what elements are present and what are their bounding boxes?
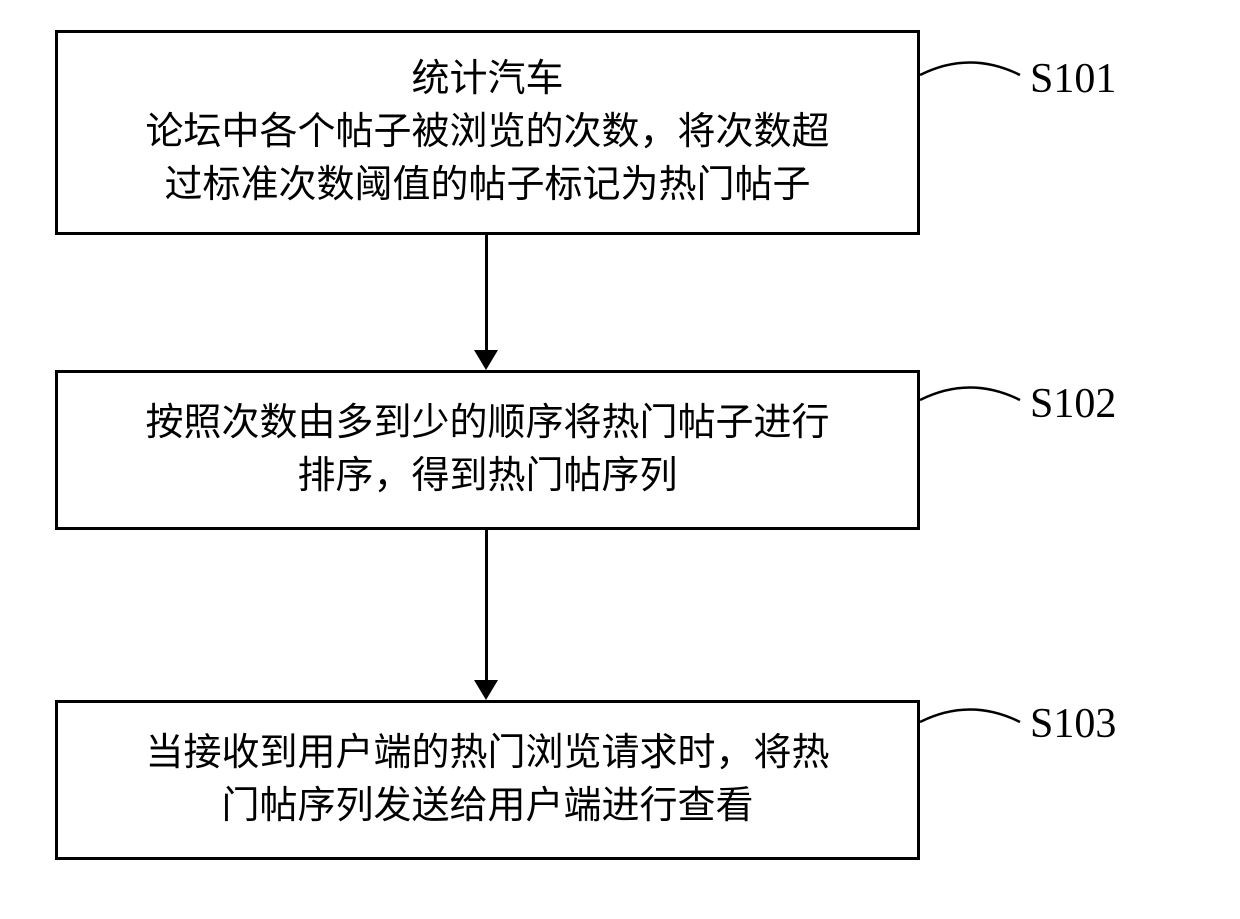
flow-step-3-label: S103 bbox=[1030, 700, 1116, 748]
flow-step-1: 统计汽车论坛中各个帖子被浏览的次数，将次数超过标准次数阈值的帖子标记为热门帖子 bbox=[55, 30, 920, 235]
arrow-1-to-2-head bbox=[474, 350, 498, 370]
flow-step-1-text: 统计汽车论坛中各个帖子被浏览的次数，将次数超过标准次数阈值的帖子标记为热门帖子 bbox=[145, 53, 829, 213]
flow-step-3-text: 当接收到用户端的热门浏览请求时，将热门帖序列发送给用户端进行查看 bbox=[145, 727, 829, 833]
flow-step-2-text: 按照次数由多到少的顺序将热门帖子进行排序，得到热门帖序列 bbox=[145, 397, 829, 503]
flow-step-3: 当接收到用户端的热门浏览请求时，将热门帖序列发送给用户端进行查看 bbox=[55, 700, 920, 860]
arrow-2-to-3-line bbox=[485, 530, 488, 680]
flow-step-2-label: S102 bbox=[1030, 380, 1116, 428]
flow-step-1-label: S101 bbox=[1030, 55, 1116, 103]
label-connector-3 bbox=[920, 697, 1030, 747]
flowchart-container: 统计汽车论坛中各个帖子被浏览的次数，将次数超过标准次数阈值的帖子标记为热门帖子 … bbox=[0, 0, 1240, 919]
label-connector-2 bbox=[920, 375, 1030, 425]
arrow-1-to-2-line bbox=[485, 235, 488, 350]
arrow-2-to-3-head bbox=[474, 680, 498, 700]
label-connector-1 bbox=[920, 50, 1030, 100]
flow-step-2: 按照次数由多到少的顺序将热门帖子进行排序，得到热门帖序列 bbox=[55, 370, 920, 530]
